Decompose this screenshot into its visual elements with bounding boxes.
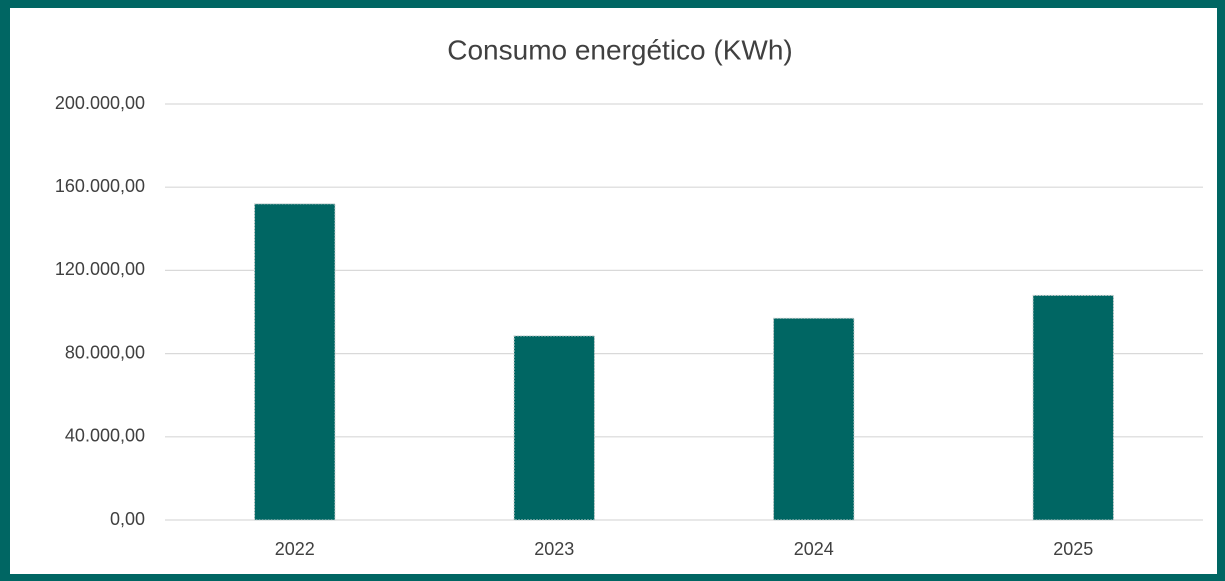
y-tick-label: 200.000,00: [55, 93, 145, 113]
y-tick-label: 80.000,00: [65, 342, 145, 362]
y-tick-label: 160.000,00: [55, 176, 145, 196]
bar: [254, 203, 336, 521]
y-tick-label: 0,00: [110, 509, 145, 529]
chart-area: [10, 8, 1217, 574]
y-tick-label: 40.000,00: [65, 426, 145, 446]
x-tick-label: 2025: [1053, 539, 1093, 559]
y-tick-label: 120.000,00: [55, 259, 145, 279]
bar: [773, 317, 855, 521]
chart-title: Consumo energético (KWh): [447, 34, 792, 65]
x-tick-label: 2023: [534, 539, 574, 559]
x-tick-label: 2024: [794, 539, 834, 559]
bar: [1032, 294, 1114, 521]
bar: [513, 335, 595, 521]
x-tick-label: 2022: [275, 539, 315, 559]
